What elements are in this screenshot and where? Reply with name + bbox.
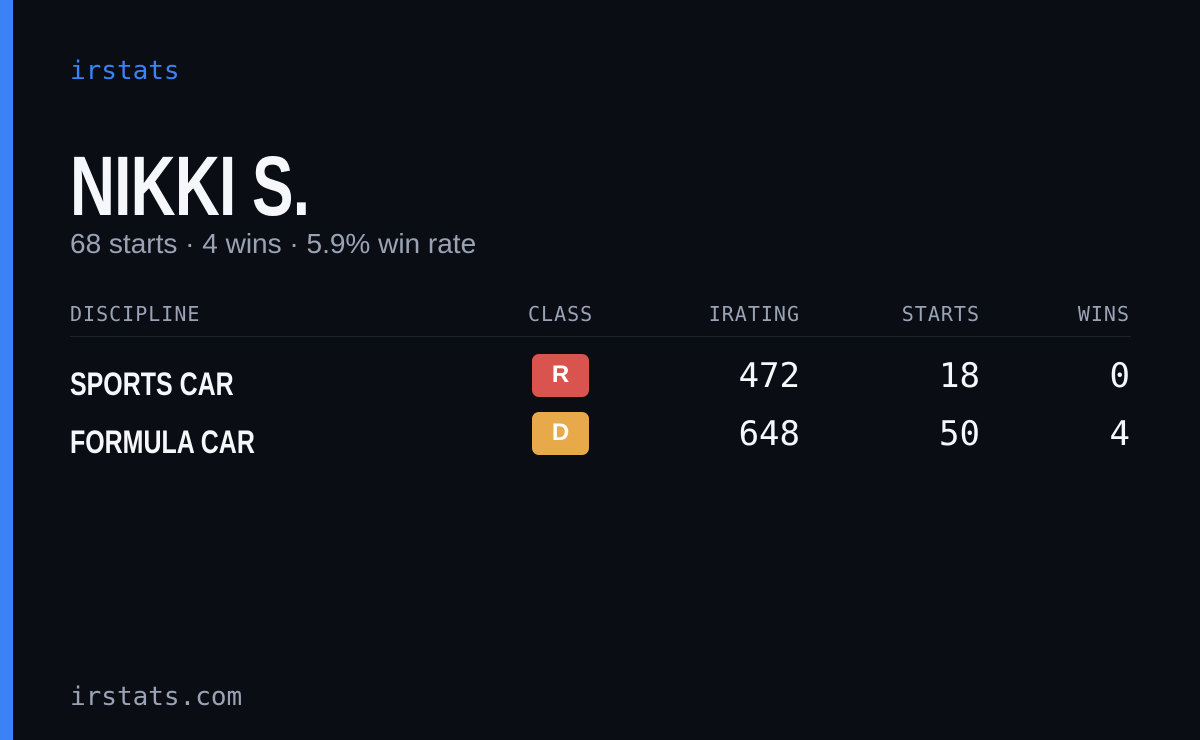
wins: 4 xyxy=(1109,414,1130,454)
discipline: FORMULA CAR xyxy=(70,424,255,460)
header-rule xyxy=(70,336,1131,337)
wins: 0 xyxy=(1109,356,1130,396)
irating: 472 xyxy=(738,356,800,396)
class-badge: D xyxy=(532,412,589,455)
irating: 648 xyxy=(738,414,800,454)
column-header: WINS xyxy=(1077,302,1130,326)
column-header: DISCIPLINE xyxy=(70,302,201,326)
column-header: IRATING xyxy=(708,302,800,326)
brand: irstats xyxy=(70,56,180,86)
column-header: STARTS xyxy=(901,302,980,326)
footer: irstats.com xyxy=(70,682,243,712)
accent-bar xyxy=(0,0,13,740)
player-name: NIKKI S. xyxy=(70,139,310,233)
summary: 68 starts · 4 wins · 5.9% win rate xyxy=(70,228,477,259)
discipline: SPORTS CAR xyxy=(70,366,234,402)
class-badge: R xyxy=(532,354,589,397)
starts: 50 xyxy=(939,414,980,454)
starts: 18 xyxy=(939,356,980,396)
column-header: CLASS xyxy=(528,302,594,326)
